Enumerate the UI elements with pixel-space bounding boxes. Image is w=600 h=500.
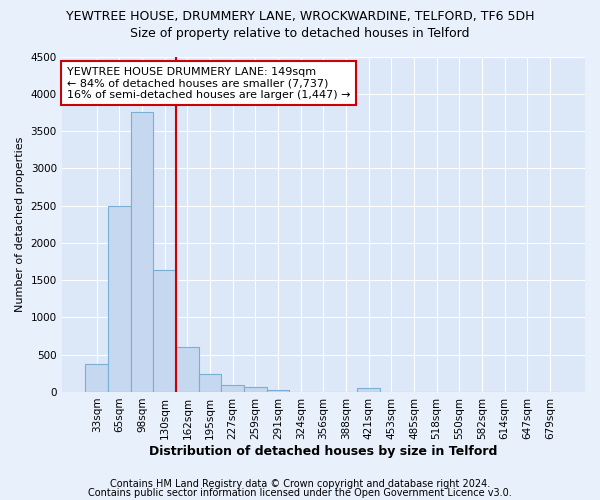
Bar — [85, 364, 108, 392]
Bar — [199, 374, 221, 392]
Text: YEWTREE HOUSE DRUMMERY LANE: 149sqm
← 84% of detached houses are smaller (7,737): YEWTREE HOUSE DRUMMERY LANE: 149sqm ← 84… — [67, 66, 350, 100]
Text: Size of property relative to detached houses in Telford: Size of property relative to detached ho… — [130, 28, 470, 40]
Bar — [131, 112, 154, 392]
Bar — [154, 270, 176, 392]
Text: Contains public sector information licensed under the Open Government Licence v3: Contains public sector information licen… — [88, 488, 512, 498]
Bar — [244, 388, 266, 392]
Bar — [358, 388, 380, 392]
X-axis label: Distribution of detached houses by size in Telford: Distribution of detached houses by size … — [149, 444, 497, 458]
Text: YEWTREE HOUSE, DRUMMERY LANE, WROCKWARDINE, TELFORD, TF6 5DH: YEWTREE HOUSE, DRUMMERY LANE, WROCKWARDI… — [66, 10, 534, 23]
Bar — [221, 384, 244, 392]
Y-axis label: Number of detached properties: Number of detached properties — [15, 136, 25, 312]
Bar — [108, 206, 131, 392]
Bar — [176, 347, 199, 392]
Bar — [266, 390, 289, 392]
Text: Contains HM Land Registry data © Crown copyright and database right 2024.: Contains HM Land Registry data © Crown c… — [110, 479, 490, 489]
